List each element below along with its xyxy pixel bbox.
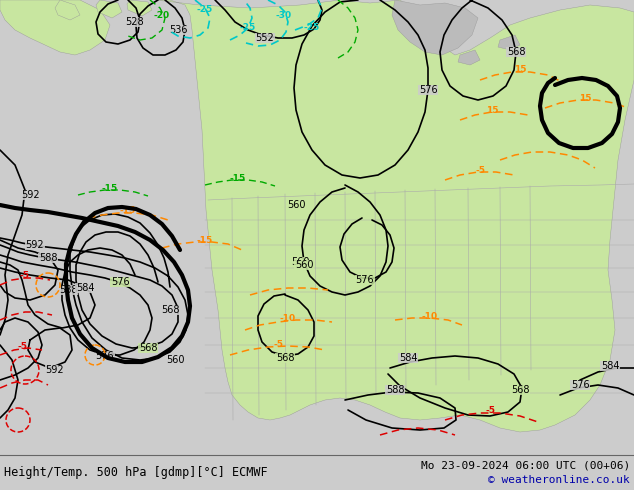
Text: -5: -5	[273, 340, 283, 348]
Polygon shape	[96, 0, 122, 18]
Text: 588: 588	[59, 285, 77, 295]
Text: Mo 23-09-2024 06:00 UTC (00+06): Mo 23-09-2024 06:00 UTC (00+06)	[421, 460, 630, 470]
Text: 560: 560	[287, 200, 305, 210]
Text: -15: -15	[120, 205, 136, 215]
Text: -25: -25	[304, 24, 320, 32]
Text: 568: 568	[161, 305, 179, 315]
Text: -15: -15	[230, 173, 246, 182]
Text: 592: 592	[46, 365, 64, 375]
Text: 588: 588	[385, 385, 404, 395]
Text: 568: 568	[139, 343, 157, 353]
Text: 584: 584	[399, 353, 417, 363]
Text: 576: 576	[571, 380, 590, 390]
Text: 15: 15	[514, 66, 526, 74]
Polygon shape	[392, 0, 478, 55]
Text: 15: 15	[579, 94, 592, 102]
Polygon shape	[498, 35, 520, 50]
Text: -10: -10	[422, 312, 438, 320]
Text: 576: 576	[96, 351, 114, 361]
Text: 584: 584	[601, 361, 619, 371]
Polygon shape	[155, 0, 634, 432]
Text: -10: -10	[280, 314, 296, 322]
Text: 560: 560	[295, 260, 313, 270]
Text: 552: 552	[256, 33, 275, 43]
Text: © weatheronline.co.uk: © weatheronline.co.uk	[488, 475, 630, 485]
Text: -25: -25	[197, 5, 213, 15]
Text: 592: 592	[26, 240, 44, 250]
Text: -5: -5	[17, 342, 27, 350]
Text: 15: 15	[486, 105, 498, 115]
Polygon shape	[0, 0, 110, 55]
Text: 576: 576	[356, 275, 374, 285]
Polygon shape	[458, 50, 480, 65]
Text: -20: -20	[154, 10, 170, 20]
Text: 528: 528	[126, 17, 145, 27]
Text: -25: -25	[240, 24, 256, 32]
Text: 576: 576	[111, 277, 129, 287]
Text: Height/Temp. 500 hPa [gdmp][°C] ECMWF: Height/Temp. 500 hPa [gdmp][°C] ECMWF	[4, 466, 268, 479]
Text: -5: -5	[475, 166, 485, 174]
Text: 576: 576	[418, 85, 437, 95]
Text: 560: 560	[165, 355, 184, 365]
Polygon shape	[127, 0, 152, 16]
Polygon shape	[55, 0, 80, 20]
Text: 568: 568	[276, 353, 294, 363]
Text: 588: 588	[39, 253, 57, 263]
Text: -30: -30	[276, 10, 292, 20]
Text: -15: -15	[197, 236, 213, 245]
Text: 568: 568	[511, 385, 529, 395]
Text: 560: 560	[291, 257, 309, 267]
Text: 592: 592	[21, 190, 39, 200]
Text: 536: 536	[169, 25, 187, 35]
Text: 568: 568	[507, 47, 525, 57]
Text: 584: 584	[75, 283, 94, 293]
Text: -5: -5	[20, 270, 30, 279]
Text: -15: -15	[102, 183, 118, 193]
Text: -5: -5	[485, 406, 495, 415]
